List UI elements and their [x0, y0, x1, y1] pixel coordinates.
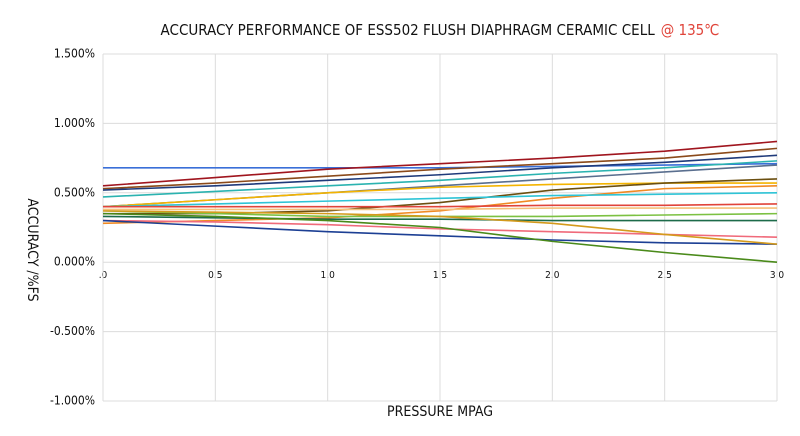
series-line: [103, 207, 777, 211]
series-line: [102, 219, 778, 245]
y-axis-label: ACCURACY /%FS: [24, 198, 40, 301]
series-line: [102, 185, 778, 225]
x-axis-label: PRESSURE MPAG: [387, 404, 493, 420]
series-line: [102, 210, 778, 245]
y-tick-label: 1.500%: [54, 47, 95, 61]
y-tick-label: 0.000%: [54, 255, 95, 269]
series-line: [103, 203, 778, 208]
y-tick-label: 0.500%: [54, 185, 95, 199]
series-line: [102, 212, 778, 263]
series-line: [102, 192, 778, 208]
title-part: @ 135℃: [661, 21, 720, 39]
title-part: ACCURACY PERFORMANCE OF ESS502 FLUSH DIA…: [161, 21, 656, 39]
series-line: [103, 162, 778, 169]
series-line: [102, 154, 778, 191]
series-line: [102, 147, 778, 190]
series-line: [102, 215, 777, 222]
y-tick-label: -0.500%: [50, 324, 95, 338]
y-tick-label: 1.000%: [54, 116, 95, 130]
y-tick-label: -1.000%: [50, 394, 95, 408]
chart-title: ACCURACY PERFORMANCE OF ESS502 FLUSH DIA…: [161, 21, 720, 39]
series-line: [102, 140, 778, 187]
series-line: [102, 160, 778, 198]
